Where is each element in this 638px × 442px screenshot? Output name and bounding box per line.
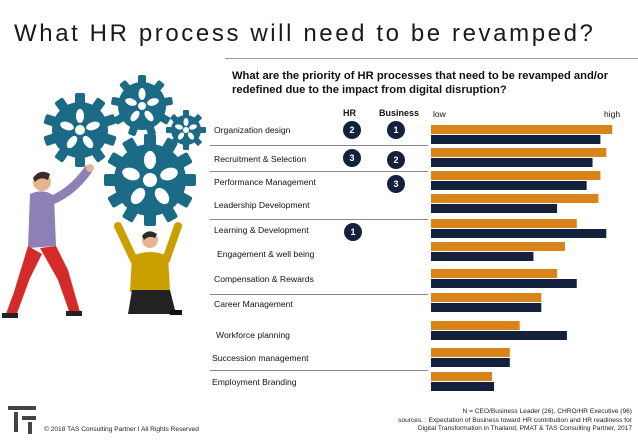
bar-business-1: [431, 158, 593, 167]
source-note-line-2: sources. : Expectation of Business towar…: [398, 416, 632, 424]
row-label-learning-development: Learning & Development: [214, 225, 309, 235]
bar-hr-4: [431, 219, 577, 228]
bar-business-10: [431, 382, 495, 391]
bar-business-6: [431, 279, 577, 288]
hr-rank-organization-design: 2: [343, 121, 361, 139]
bar-business-2: [431, 181, 587, 190]
row-label-employment-branding: Employment Branding: [212, 377, 297, 387]
bar-business-0: [431, 135, 601, 144]
bar-business-7: [431, 303, 542, 312]
tas-logo-icon: [8, 406, 36, 434]
title-divider: [225, 58, 638, 59]
business-column-header: Business: [379, 108, 420, 118]
row-label-leadership-development: Leadership Development: [214, 200, 310, 210]
business-rank-organization-design: 1: [387, 121, 405, 139]
source-note-line-1: N = CEO/Business Leader (26), CHRO/HR Ex…: [462, 408, 632, 415]
bar-hr-6: [431, 269, 558, 278]
bar-business-3: [431, 204, 558, 213]
top-gear-icon: [111, 75, 173, 136]
row-label-career-management: Career Management: [214, 299, 293, 309]
person-left-icon: [2, 164, 94, 318]
small-gear-icon: [166, 110, 206, 150]
bar-hr-8: [431, 321, 520, 330]
row-divider: [210, 145, 428, 146]
bar-hr-2: [431, 171, 601, 180]
row-label-workforce-planning: Workforce planning: [216, 330, 290, 340]
bar-business-4: [431, 229, 607, 238]
hr-column-header: HR: [343, 108, 356, 118]
axis-high-label: high: [604, 109, 621, 119]
row-divider: [210, 294, 428, 295]
source-note: N = CEO/Business Leader (26), CHRO/HR Ex…: [398, 408, 632, 434]
row-label-performance-management: Performance Management: [214, 177, 316, 187]
hr-rank-recruitment: 3: [343, 149, 361, 167]
bar-hr-1: [431, 148, 607, 157]
bar-business-5: [431, 252, 534, 261]
person-right-icon: [114, 222, 182, 315]
source-note-line-3: Digital Transformation in Thailand, PMAT…: [417, 425, 632, 432]
row-label-engagement: Engagement & well being: [217, 249, 315, 259]
row-label-succession-management: Succession management: [212, 353, 309, 363]
bar-hr-0: [431, 125, 613, 134]
bar-hr-10: [431, 372, 493, 381]
row-divider: [210, 219, 428, 220]
bar-hr-9: [431, 348, 510, 357]
row-divider: [210, 370, 428, 371]
hr-rank-learning: 1: [344, 223, 362, 241]
copyright-text: © 2018 TAS Consulting Partner I All Righ…: [44, 426, 199, 433]
page-title: What HR process will need to be revamped…: [14, 20, 596, 47]
large-gear-icon: [104, 134, 196, 226]
row-label-recruitment-selection: Recruitment & Selection: [214, 154, 307, 164]
business-rank-recruitment: 2: [387, 151, 405, 169]
chart-question: What are the priority of HR processes th…: [232, 70, 609, 96]
row-label-organization-design: Organization design: [214, 125, 291, 135]
business-rank-performance: 3: [387, 175, 405, 193]
bar-business-9: [431, 358, 510, 367]
bar-hr-5: [431, 242, 565, 251]
bar-business-8: [431, 331, 567, 340]
axis-low-label: low: [433, 109, 446, 119]
gears-people-illustration: [2, 75, 206, 318]
row-divider: [210, 171, 428, 172]
row-label-compensation: Compensation & Rewards: [214, 274, 314, 284]
bar-hr-7: [431, 293, 542, 302]
bar-hr-3: [431, 194, 599, 203]
left-gear-icon: [43, 93, 117, 167]
